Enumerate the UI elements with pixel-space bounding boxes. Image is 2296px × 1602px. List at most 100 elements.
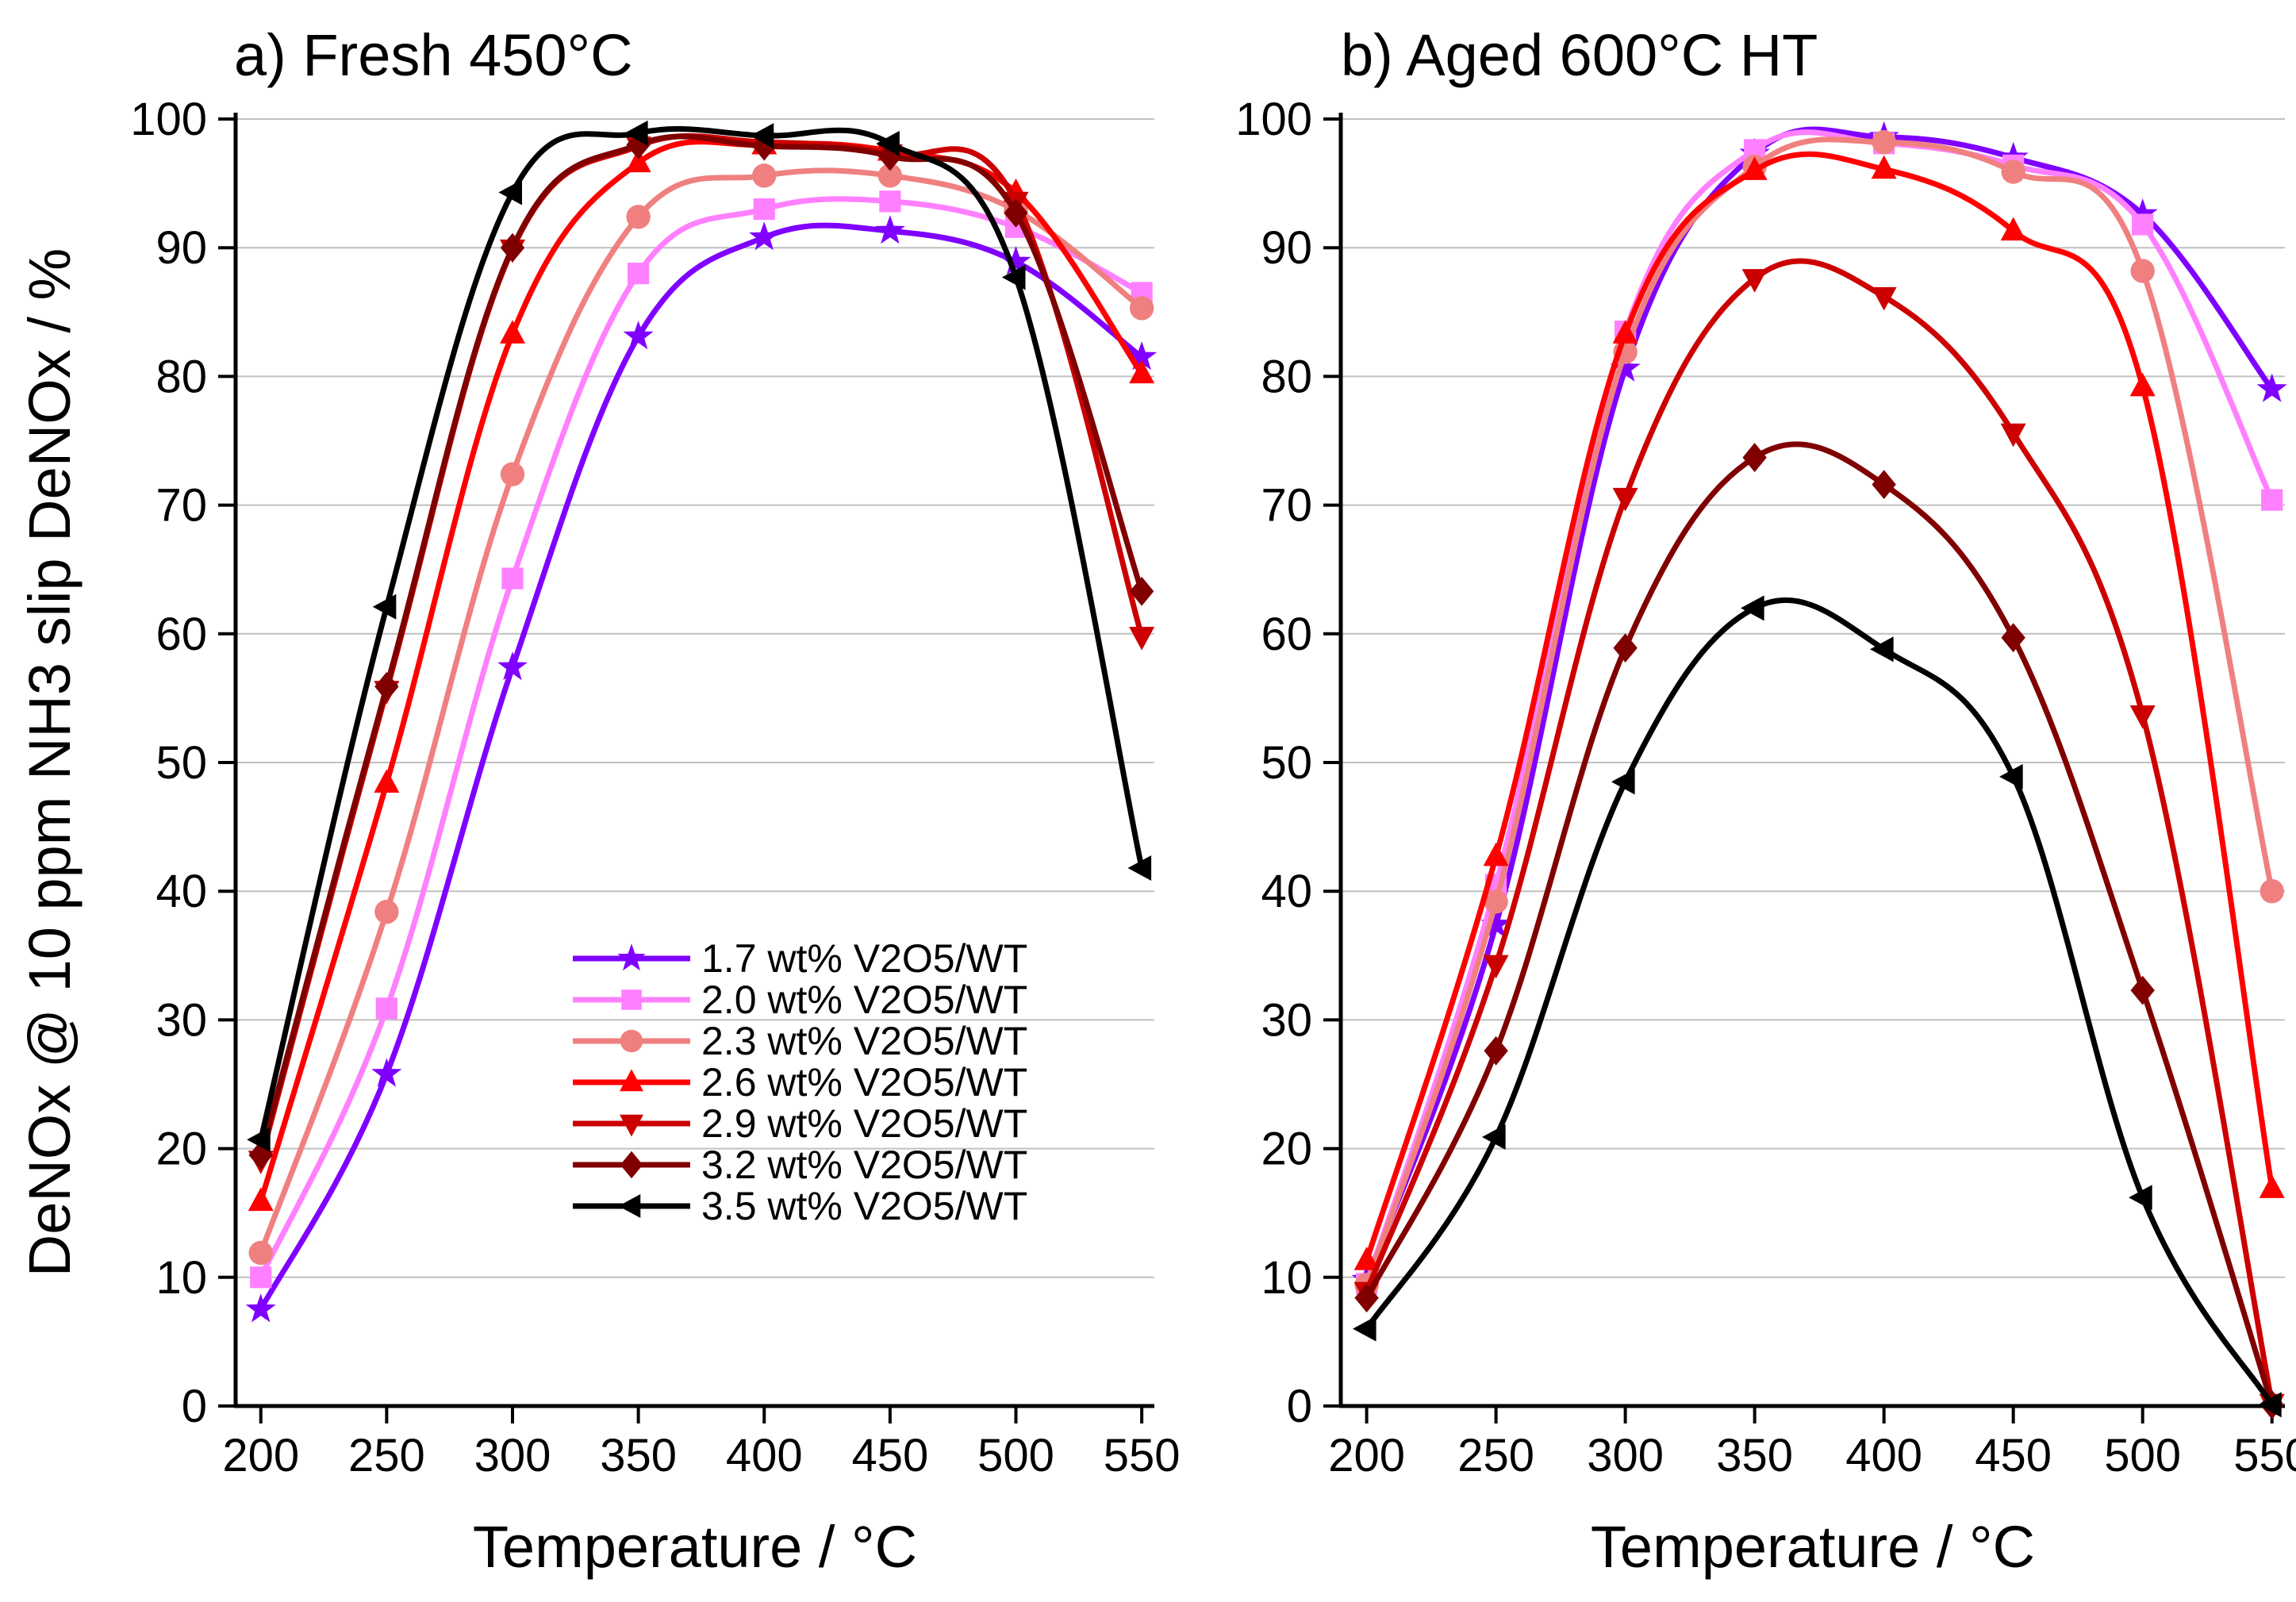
panel-b-data-point-250 <box>1484 1035 1508 1066</box>
legend-label: 1.7 wt% V2O5/WT <box>701 936 1027 981</box>
panel-b-data-point-500 <box>2132 213 2154 236</box>
panel-b-series-2-9-wt-v2o5-wt <box>1353 258 2285 1418</box>
panel-a-x-tick-label-550: 550 <box>1104 1430 1181 1481</box>
panel-b-data-point-500 <box>2127 198 2158 228</box>
panel-a-data-point-200 <box>248 1240 273 1266</box>
panel-a-data-point-550 <box>1129 296 1154 321</box>
panel-a-x-axis-title: Temperature / °C <box>473 1514 917 1580</box>
panel-b-series-2-6-wt-v2o5-wt <box>1353 151 2285 1270</box>
panel-a-data-point-350 <box>628 263 650 285</box>
panel-b-y-tick-label-80: 80 <box>1261 351 1312 402</box>
legend-label: 3.5 wt% V2O5/WT <box>701 1184 1027 1228</box>
panel-a-data-point-300 <box>501 567 524 590</box>
panel-a-y-tick-label-0: 0 <box>182 1381 207 1432</box>
panel-a-data-point-250 <box>375 997 397 1020</box>
panel-a-data-point-300 <box>500 232 525 263</box>
panel-b-data-point-350 <box>1741 269 1768 293</box>
panel-a-data-point-200 <box>245 1293 276 1323</box>
panel-b-x-axis-title: Temperature / °C <box>1591 1514 2035 1580</box>
panel-b-x-tick-label-200: 200 <box>1328 1430 1405 1481</box>
panel-fresh: a) Fresh 450°C 0 10 20 30 40 50 60 70 80 90 100 200 2… <box>130 22 1180 1580</box>
panel-a-data-point-500 <box>1001 264 1026 290</box>
panel-a-data-point-350 <box>623 321 654 350</box>
panel-a-y-tick-label-90: 90 <box>155 222 207 274</box>
panel-b-x-tick-label-350: 350 <box>1716 1430 1793 1481</box>
panel-b-data-point-300 <box>1613 633 1638 663</box>
panel-b-x-tick-label-400: 400 <box>1845 1430 1922 1481</box>
panel-a-data-point-300 <box>498 179 522 206</box>
panel-a-data-point-200 <box>250 1266 272 1289</box>
panel-b-data-point-550 <box>2258 1392 2282 1418</box>
panel-b-data-point-250 <box>1484 889 1508 914</box>
panel-b-data-point-200 <box>1353 1247 1380 1270</box>
panel-a-data-point-450 <box>879 190 901 213</box>
legend-entry-3-5-wt-v2o5-wt: 3.5 wt% V2O5/WT <box>573 1184 1027 1228</box>
panel-a-x-tick-label-450: 450 <box>851 1430 928 1481</box>
panel-a-x-tick-label-300: 300 <box>474 1430 551 1481</box>
panel-a-data-point-550 <box>1129 576 1154 606</box>
panel-a-y-tick-label-20: 20 <box>155 1124 207 1175</box>
panel-a-data-point-450 <box>876 130 900 156</box>
panel-b-data-point-550 <box>2260 879 2284 904</box>
panel-a-series-line <box>258 139 1144 1203</box>
panel-b-y-tick-label-50: 50 <box>1261 737 1312 789</box>
legend-marker <box>620 1029 643 1053</box>
panel-a-data-point-350 <box>626 205 651 229</box>
panel-a-data-point-550 <box>1127 855 1152 882</box>
panel-a-data-point-250 <box>374 899 399 924</box>
panel-b-series-line <box>1364 126 2275 1281</box>
panel-b-data-point-450 <box>1999 763 2023 789</box>
legend-marker <box>621 989 642 1010</box>
panel-b-data-point-400 <box>1870 636 1894 663</box>
panel-b-y-tick-label-40: 40 <box>1261 866 1312 917</box>
panel-a-data-point-250 <box>374 671 399 701</box>
panel-b-data-point-500 <box>2129 1185 2152 1211</box>
panel-a-data-point-550 <box>1129 627 1155 651</box>
panel-a-data-point-200 <box>247 1127 271 1153</box>
panel-a-data-point-450 <box>874 215 905 244</box>
legend-marker <box>620 1069 643 1092</box>
panel-aged: b) Aged 600°C HT 0 10 20 30 40 50 60 70 80 90 100 20… <box>1235 22 2296 1580</box>
legend-label: 2.3 wt% V2O5/WT <box>701 1019 1027 1063</box>
panel-a-data-point-500 <box>1004 198 1028 228</box>
panel-b-data-point-250 <box>1483 842 1509 866</box>
panel-a-y-tick-label-60: 60 <box>155 609 207 660</box>
panel-a-y-tick-label-50: 50 <box>155 737 207 789</box>
panel-a-y-tick-label-30: 30 <box>155 994 207 1046</box>
legend-entry-1-7-wt-v2o5-wt: 1.7 wt% V2O5/WT <box>573 936 1027 981</box>
panel-a-y-tick-label-70: 70 <box>155 480 207 532</box>
panel-a-series-3-2-wt-v2o5-wt <box>248 130 1154 1170</box>
panel-b-x-tick-label-250: 250 <box>1457 1430 1534 1481</box>
panel-b-data-point-300 <box>1612 320 1638 344</box>
panel-b-y-tick-label-0: 0 <box>1287 1381 1312 1432</box>
legend-label: 2.6 wt% V2O5/WT <box>701 1060 1027 1104</box>
panel-a-data-point-200 <box>248 1187 274 1212</box>
panel-a-data-point-400 <box>753 198 775 221</box>
panel-b-y-tick-label-20: 20 <box>1261 1124 1312 1175</box>
legend-marker <box>620 1151 643 1179</box>
panel-a-data-point-450 <box>877 163 903 188</box>
panel-a-series-2-0-wt-v2o5-wt <box>250 190 1153 1289</box>
panel-b-title: b) Aged 600°C HT <box>1341 22 1818 88</box>
panel-a-y-tick-label-40: 40 <box>155 866 207 917</box>
panel-b-x-tick-label-500: 500 <box>2104 1430 2181 1481</box>
panel-b-y-tick-label-60: 60 <box>1261 609 1312 660</box>
panel-b-data-point-550 <box>2261 489 2283 511</box>
panel-b-data-point-250 <box>1483 955 1509 979</box>
legend-entry-2-6-wt-v2o5-wt: 2.6 wt% V2O5/WT <box>573 1060 1027 1104</box>
legend-entry-2-9-wt-v2o5-wt: 2.9 wt% V2O5/WT <box>573 1101 1027 1146</box>
panel-b-data-point-450 <box>2000 423 2026 448</box>
panel-a-title: a) Fresh 450°C <box>234 22 633 88</box>
legend-label: 2.9 wt% V2O5/WT <box>701 1101 1027 1146</box>
panel-b-data-point-400 <box>1871 286 1897 311</box>
panel-b-data-point-400 <box>1871 155 1897 179</box>
panel-b-data-point-500 <box>2130 259 2155 283</box>
panel-b-data-point-250 <box>1480 909 1511 938</box>
panel-b-x-tick-label-550: 550 <box>2233 1430 2296 1481</box>
legend-marker <box>620 1114 643 1137</box>
panel-a-data-point-500 <box>1000 246 1031 275</box>
legend-entry-3-2-wt-v2o5-wt: 3.2 wt% V2O5/WT <box>573 1143 1027 1187</box>
panel-b-data-point-350 <box>1741 156 1768 180</box>
panel-b-data-point-300 <box>1612 487 1638 512</box>
panel-b-data-point-200 <box>1353 1316 1376 1342</box>
